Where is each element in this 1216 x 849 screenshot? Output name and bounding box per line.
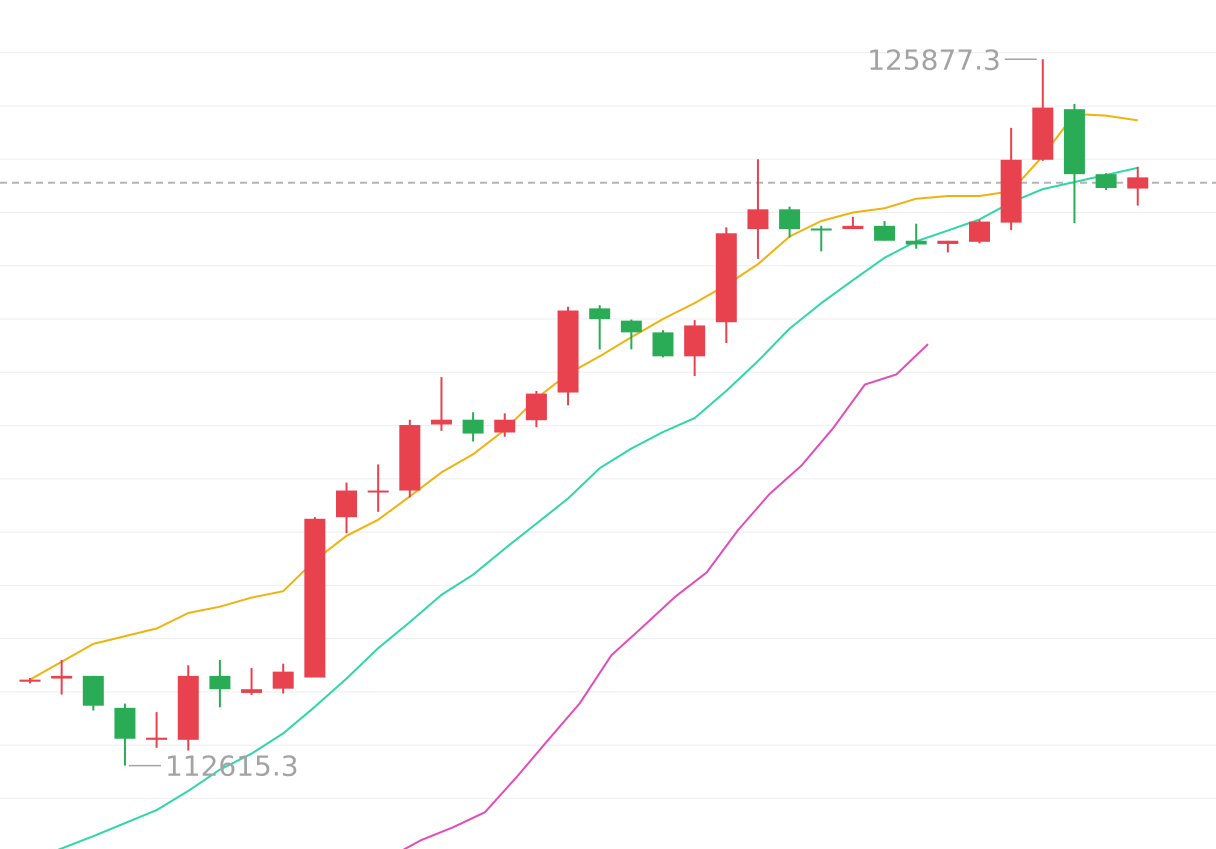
candles — [19, 59, 1149, 766]
candle — [209, 659, 231, 708]
candle — [842, 216, 864, 230]
candle-body — [557, 310, 579, 393]
candle-body — [905, 240, 927, 245]
candle — [652, 330, 674, 358]
candle-body — [51, 675, 73, 679]
candle-body — [937, 240, 959, 244]
candle — [1000, 127, 1022, 231]
candle-body — [462, 419, 484, 434]
candle-body — [241, 689, 263, 693]
candle — [1127, 166, 1149, 206]
candle-body — [589, 308, 611, 320]
candle-body — [1095, 174, 1117, 189]
candle — [684, 320, 706, 377]
candle — [874, 221, 896, 241]
candle — [462, 412, 484, 442]
candle-body — [209, 675, 231, 690]
candle-body — [114, 707, 136, 739]
candle — [304, 517, 326, 678]
candle — [525, 390, 547, 428]
candle-body — [842, 225, 864, 230]
candle — [114, 703, 136, 766]
candle-body — [430, 419, 452, 425]
candle — [937, 240, 959, 253]
candle — [51, 659, 73, 695]
candle-body — [1000, 159, 1022, 223]
candle — [494, 413, 516, 437]
candle-body — [747, 209, 769, 230]
candle-body — [874, 225, 896, 241]
candle-body — [336, 490, 357, 518]
candle — [82, 675, 104, 711]
candle — [367, 464, 389, 512]
grid-lines — [0, 52, 1216, 799]
candle — [241, 667, 263, 696]
candle — [779, 206, 801, 238]
candle-body — [19, 679, 41, 682]
annotations: 125877.3 112615.3 — [128, 43, 1037, 783]
candle — [177, 665, 199, 751]
candle — [336, 482, 357, 534]
ma-long-line — [402, 343, 929, 849]
candle — [557, 306, 579, 406]
candle-body — [494, 419, 516, 433]
candle — [399, 419, 421, 498]
candle-body — [525, 393, 547, 421]
candle-body — [399, 425, 421, 491]
candle — [969, 219, 990, 244]
candle — [272, 663, 294, 694]
candle-body — [82, 675, 104, 706]
candle-body — [1063, 109, 1085, 175]
low-price-label: 112615.3 — [165, 750, 299, 783]
candle — [146, 712, 168, 748]
ma-short-line — [29, 113, 1138, 681]
ma-mid-line — [57, 166, 1139, 849]
candle-body — [715, 233, 737, 323]
candle-body — [304, 518, 326, 678]
candle — [715, 227, 737, 344]
candle-body — [367, 490, 389, 493]
candle — [905, 223, 927, 249]
candle — [589, 305, 611, 350]
candle — [430, 377, 452, 431]
candle-body — [177, 675, 199, 740]
candle — [1032, 59, 1054, 161]
candle-body — [652, 332, 674, 357]
candle — [19, 678, 41, 684]
candle-body — [1032, 107, 1054, 160]
candle-body — [272, 671, 294, 689]
candle-body — [810, 228, 832, 231]
candle-body — [969, 221, 990, 242]
candle-body — [684, 325, 706, 357]
high-price-label: 125877.3 — [867, 43, 1001, 76]
candle — [810, 225, 832, 252]
candle — [1095, 173, 1117, 191]
candle — [1063, 103, 1085, 224]
candle-body — [1127, 177, 1149, 189]
candle — [747, 159, 769, 259]
candle-body — [779, 209, 801, 230]
candle — [620, 319, 642, 350]
candle-body — [620, 320, 642, 333]
candle-body — [146, 737, 168, 740]
